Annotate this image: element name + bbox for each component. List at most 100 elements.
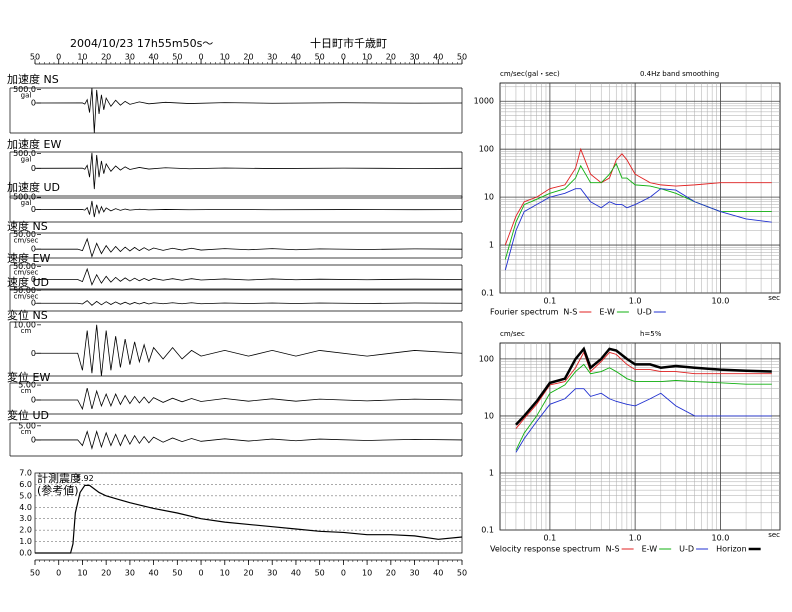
legend-label: E-W [599,308,615,317]
spectrum-line [504,162,772,260]
x-tick-label: 20 [386,569,396,578]
legend-label: Horizon [716,545,747,554]
y-tick-label: 100 [479,145,494,154]
x-tick-label: 40 [149,569,159,578]
x-tick-label: 30 [125,569,135,578]
spectrum-line [515,351,772,429]
y-tick-label: 100 [479,354,494,363]
unit-label: cm/sec [14,292,39,300]
x-tick-label: 30 [409,569,419,578]
x-tick-label: 40 [433,569,443,578]
y-tick-label: 10 [484,411,494,420]
x-tick-label: 30 [267,53,277,62]
unit-label: cm/sec [14,268,39,276]
x-tick-label: 10.0 [711,534,729,543]
y-tick-label: 10 [484,193,494,202]
peak-label: 5.92 [76,474,94,483]
x-tick-label: 40 [149,53,159,62]
x-tick-label: 0 [341,53,346,62]
x-tick-label: 50 [172,53,182,62]
waveform [34,200,463,218]
y-tick-label: 4.0 [19,503,32,512]
x-tick-label: 30 [267,569,277,578]
x-tick-label: 10 [77,569,87,578]
x-tick-label: 10 [362,53,372,62]
unit-label: cm/sec [14,236,39,244]
x-tick-label: 10 [77,53,87,62]
y-tick-label: 5.00 [18,381,36,390]
waveform [35,237,463,258]
waveform [35,267,463,286]
y-tick-label: 500.0 [13,193,36,202]
y-tick-label: 50.00 [13,286,36,295]
spectrum-line [504,188,772,271]
unit-label: gal [21,155,32,163]
waveform [34,152,463,190]
panel-label: 変位 UD [7,408,49,422]
x-tick-label: 20 [101,53,111,62]
x-tick-label: 10 [220,53,230,62]
intensity-line [35,484,463,554]
panel-label: 加速度 NS [7,72,59,86]
y-tick-label: 50.00 [13,262,36,271]
legend-label: U-D [679,545,694,554]
waveform [34,87,463,134]
record-datetime: 2004/10/23 17h55m50s～ [70,37,213,50]
x-axis-label: sec [768,531,780,539]
x-tick-label: 20 [243,569,253,578]
intensity-subtitle: (参考値) [37,483,79,497]
x-tick-label: 0 [341,569,346,578]
y-tick-label: 0 [31,275,36,284]
x-tick-label: 0.1 [544,297,557,306]
x-tick-label: 1.0 [629,534,642,543]
x-tick-label: 0.1 [544,534,557,543]
y-axis-label: cm/sec [500,330,525,338]
y-tick-label: 0 [31,245,36,254]
panel-label: 変位 EW [7,370,50,384]
y-tick-label: 0 [31,435,36,444]
waveform [35,300,463,306]
x-tick-label: 20 [101,569,111,578]
waveform [35,387,463,411]
panel-label: 加速度 EW [7,137,61,151]
legend-label: N-S [563,308,577,317]
x-tick-label: 10 [220,569,230,578]
chart-note: h=5% [640,330,662,338]
y-axis-label: cm/sec(gal・sec) [500,70,560,78]
x-tick-label: 10.0 [711,297,729,306]
x-tick-label: 40 [291,53,301,62]
spectrum-line [515,363,772,451]
y-tick-label: 50.00 [13,230,36,239]
y-tick-label: 0 [31,205,36,214]
spectrum-line [515,388,772,453]
x-tick-label: 50 [315,53,325,62]
x-tick-label: 40 [291,569,301,578]
x-tick-label: 1.0 [629,297,642,306]
panel-label: 加速度 UD [7,180,60,194]
x-tick-label: 0 [56,53,61,62]
y-tick-label: 0 [31,349,36,358]
x-tick-label: 50 [172,569,182,578]
x-tick-label: 20 [386,53,396,62]
legend-label: E-W [642,545,658,554]
y-tick-label: 7.0 [19,469,32,478]
x-tick-label: 50 [457,569,467,578]
y-tick-label: 2.0 [19,526,32,535]
y-tick-label: 0.1 [481,289,494,298]
legend-label: U-D [637,308,652,317]
panel-label: 変位 NS [7,308,48,322]
panel-label: 速度 EW [7,251,50,265]
x-tick-label: 40 [433,53,443,62]
spectrum-line [515,346,772,426]
legend-label: N-S [606,545,620,554]
x-tick-label: 50 [30,53,40,62]
y-tick-label: 0 [31,299,36,308]
legend-title: Velocity response spectrum [490,545,601,554]
panel-label: 速度 UD [7,275,49,289]
unit-label: gal [21,91,32,99]
y-tick-label: 500.0 [13,149,36,158]
x-tick-label: 10 [362,569,372,578]
x-tick-label: 30 [409,53,419,62]
y-tick-label: 5.0 [19,491,32,500]
